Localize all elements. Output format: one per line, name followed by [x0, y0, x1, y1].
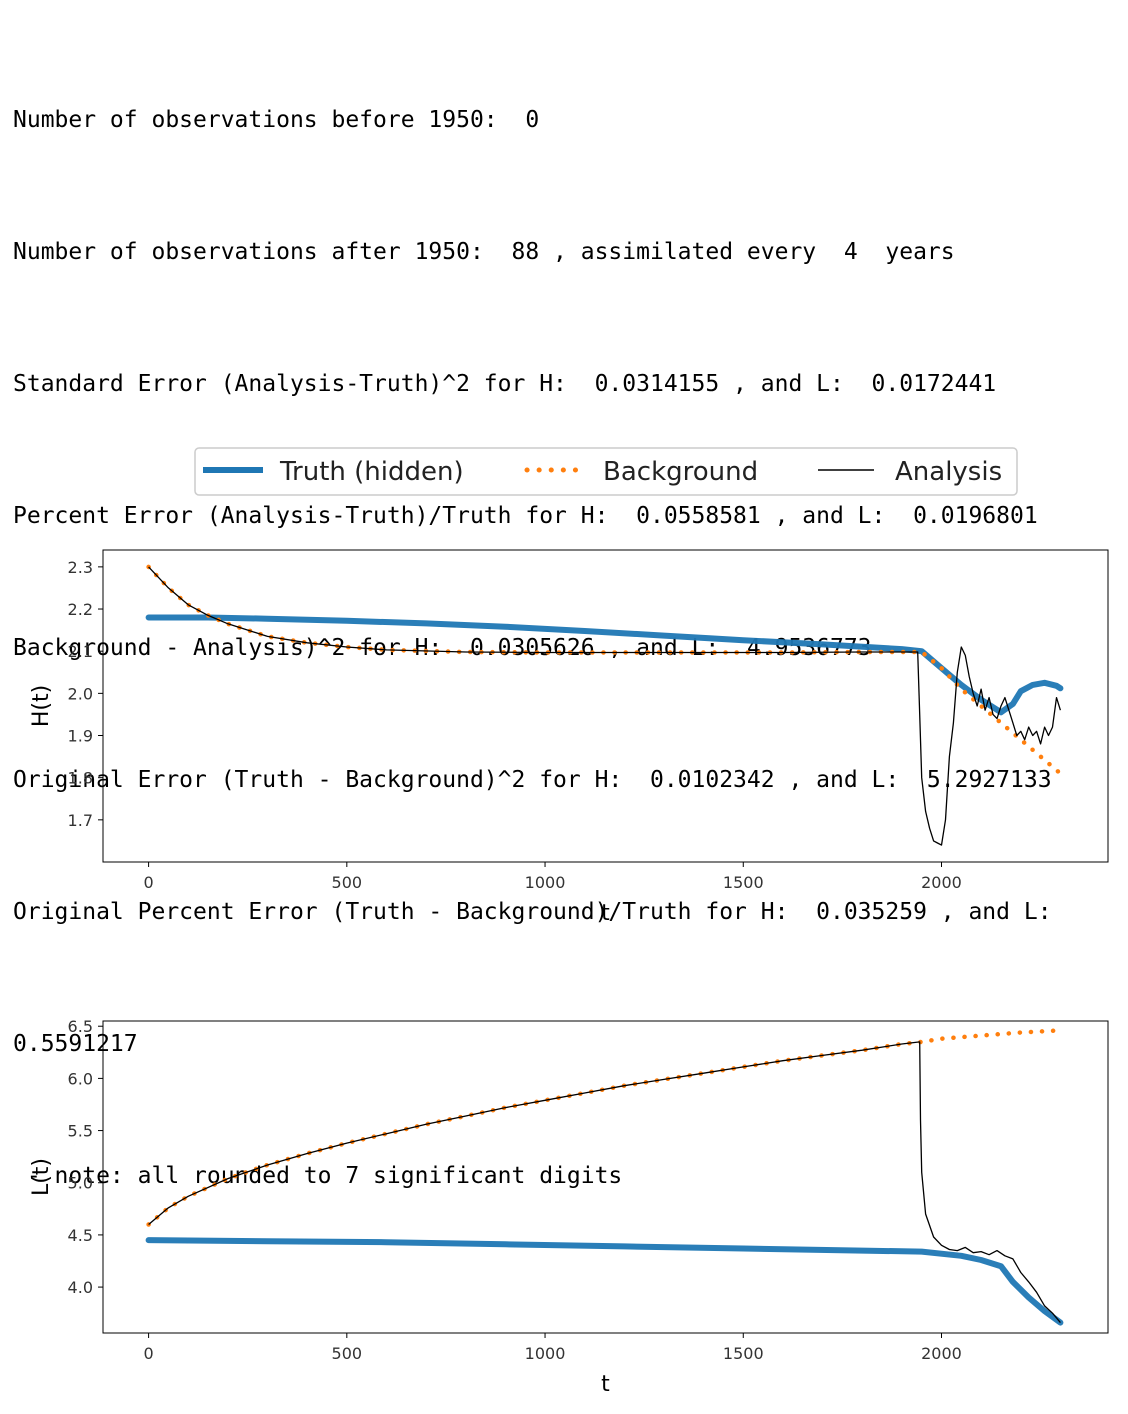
output-line: Percent Error (Analysis-Truth)/Truth for… [13, 503, 1038, 529]
h-y-tick-label: 1.8 [68, 769, 93, 788]
output-line: 0.5591217 [13, 1031, 138, 1057]
legend-analysis-label: Analysis [895, 457, 1002, 487]
output-line: Original Error (Truth - Background)^2 fo… [13, 767, 1052, 793]
h-series-background [146, 564, 1063, 776]
l-x-tick-label: 0 [143, 1344, 153, 1363]
l-x-tick-label: 1000 [525, 1344, 566, 1363]
legend-truth-label: Truth (hidden) [279, 457, 464, 487]
l-y-tick-label: 5.5 [68, 1122, 93, 1141]
h-y-tick-label: 2.0 [68, 684, 93, 703]
h-x-axis-label: t [601, 901, 610, 926]
l-y-tick-label: 4.5 [68, 1226, 93, 1245]
l-plot-frame [102, 1020, 1109, 1334]
output-line: Number of observations before 1950: 0 [13, 107, 540, 133]
l-y-tick-label: 6.5 [68, 1017, 93, 1036]
l-chart: 0 500 1000 1500 2000 4.0 4.5 5.0 5.5 6.0 6.5 t L(t) [29, 1017, 1109, 1397]
h-chart: 0 500 1000 1500 2000 1.7 1.8 1.9 2.0 2.1 2.2 2.3 t H(… [29, 549, 1109, 926]
l-x-axis-label: t [601, 1372, 610, 1397]
h-x-tick-label: 0 [143, 873, 153, 892]
h-x-tick-label: 2000 [921, 873, 962, 892]
l-y-tick-label: 4.0 [68, 1278, 93, 1297]
cell-output-text: Number of observations before 1950: 0 Nu… [13, 10, 1052, 1242]
l-series-truth [145, 1237, 1064, 1326]
h-y-tick-label: 1.7 [68, 811, 93, 830]
l-x-tick-label: 500 [332, 1344, 363, 1363]
legend: Truth (hidden) Background Analysis [194, 447, 1018, 496]
output-line: - note: all rounded to 7 significant dig… [13, 1163, 623, 1189]
h-y-axis-label: H(t) [29, 685, 54, 727]
l-y-tick-label: 5.0 [68, 1174, 93, 1193]
h-series-truth [145, 614, 1064, 716]
l-x-tick-label: 2000 [921, 1344, 962, 1363]
h-y-tick-label: 2.3 [68, 558, 93, 577]
legend-background-label: Background [603, 457, 758, 487]
h-x-tick-label: 1000 [525, 873, 566, 892]
h-y-tick-label: 2.1 [68, 642, 93, 661]
legend-box [194, 447, 1018, 496]
h-x-tick-label: 1500 [723, 873, 764, 892]
h-x-tick-label: 500 [332, 873, 363, 892]
output-line: Standard Error (Analysis-Truth)^2 for H:… [13, 371, 997, 397]
l-y-tick-label: 6.0 [68, 1069, 93, 1088]
l-y-axis-label: L(t) [29, 1158, 54, 1196]
l-series-analysis [148, 1041, 1061, 1324]
h-y-tick-label: 2.2 [68, 600, 93, 619]
h-y-tick-label: 1.9 [68, 727, 93, 746]
h-series-analysis [148, 566, 1062, 846]
output-line: Original Percent Error (Truth - Backgrou… [13, 899, 1052, 925]
output-line: Number of observations after 1950: 88 , … [13, 239, 955, 265]
output-line: Background - Analysis)^2 for H: 0.030562… [13, 635, 872, 661]
l-x-tick-label: 1500 [723, 1344, 764, 1363]
h-plot-frame [102, 549, 1109, 863]
